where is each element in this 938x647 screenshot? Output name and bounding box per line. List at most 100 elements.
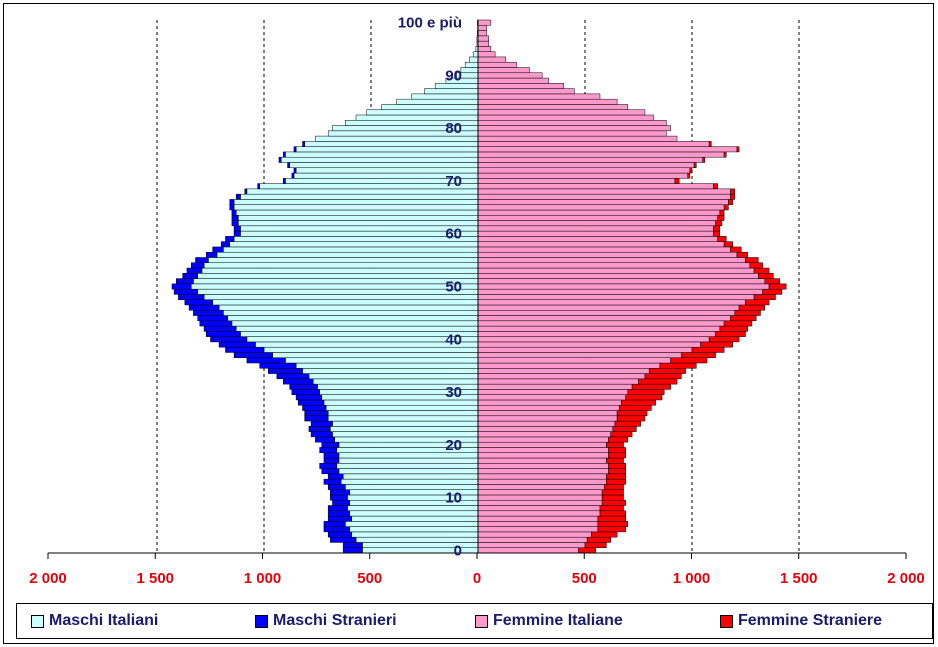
bar-femmine-italiane: [477, 109, 646, 116]
bar-maschi-italiani: [336, 463, 479, 469]
bar-maschi-italiani: [285, 151, 479, 158]
bar-maschi-italiani: [332, 420, 479, 427]
bar-maschi-italiani: [330, 426, 479, 432]
bar-maschi-stranieri: [231, 215, 239, 221]
bar-femmine-italiane: [477, 151, 725, 158]
bar-maschi-italiani: [246, 188, 479, 195]
bar-femmine-straniere: [608, 463, 626, 469]
bar-femmine-italiane: [477, 394, 626, 401]
bar-maschi-italiani: [381, 104, 479, 110]
bar-femmine-straniere: [713, 225, 721, 232]
bar-maschi-italiani: [295, 362, 479, 369]
bar-maschi-italiani: [197, 288, 479, 295]
bar-femmine-italiane: [477, 399, 622, 406]
x-tick-label: 1 000: [673, 570, 711, 587]
bar-femmine-italiane: [477, 188, 731, 195]
bar-femmine-straniere: [601, 494, 624, 501]
bar-femmine-italiane: [477, 67, 530, 74]
bar-femmine-italiane: [477, 420, 616, 427]
bar-maschi-stranieri: [342, 547, 363, 554]
bar-maschi-stranieri: [293, 167, 297, 174]
bar-maschi-italiani: [349, 526, 479, 533]
legend-item-maschi-italiani: Maschi Italiani: [31, 611, 158, 631]
bar-femmine-straniere: [591, 531, 618, 538]
bar-maschi-stranieri: [203, 325, 237, 332]
bar-maschi-italiani: [190, 283, 479, 290]
bar-maschi-stranieri: [287, 162, 290, 169]
bar-maschi-stranieri: [327, 473, 344, 480]
bar-maschi-stranieri: [225, 346, 265, 353]
bar-femmine-italiane: [477, 241, 725, 248]
legend-label-maschi-stranieri: Maschi Stranieri: [273, 612, 397, 629]
bar-maschi-stranieri: [293, 146, 297, 153]
bar-femmine-italiane: [477, 484, 605, 490]
bar-femmine-straniere: [713, 230, 721, 237]
bar-femmine-straniere: [719, 325, 748, 332]
bar-maschi-italiani: [193, 278, 479, 285]
bar-femmine-italiane: [477, 114, 654, 121]
bar-femmine-straniere: [681, 352, 716, 358]
bar-maschi-italiani: [235, 325, 479, 332]
x-tick-label: 0: [473, 570, 481, 587]
bar-maschi-italiani: [272, 352, 479, 358]
bar-femmine-italiane: [477, 77, 549, 84]
bar-femmine-italiane: [477, 120, 667, 126]
y-tick-label: 40: [445, 331, 462, 348]
bar-femmine-straniere: [597, 526, 626, 533]
bar-femmine-italiane: [477, 19, 492, 26]
y-tick-label: 50: [445, 279, 462, 296]
bar-femmine-italiane: [477, 478, 607, 485]
bar-femmine-italiane: [477, 209, 721, 216]
bar-femmine-straniere: [618, 404, 652, 411]
bar-femmine-italiane: [477, 294, 755, 300]
bar-maschi-stranieri: [315, 436, 335, 443]
legend-label-maschi-italiani: Maschi Italiani: [49, 612, 159, 629]
bar-maschi-stranieri: [323, 526, 350, 533]
bar-femmine-italiane: [477, 410, 618, 417]
bar-maschi-italiani: [289, 162, 479, 169]
bar-maschi-stranieri: [171, 283, 192, 290]
bar-femmine-straniere: [745, 257, 759, 264]
bar-maschi-italiani: [212, 299, 479, 306]
bar-maschi-stranieri: [259, 362, 297, 369]
legend-item-maschi-stranieri: Maschi Stranieri: [255, 611, 397, 631]
bar-femmine-italiane: [477, 35, 489, 42]
bar-femmine-straniere: [601, 489, 624, 496]
bar-femmine-straniere: [608, 436, 629, 443]
bar-maschi-stranieri: [229, 199, 235, 205]
bar-femmine-straniere: [659, 362, 697, 369]
bar-maschi-italiani: [240, 225, 479, 232]
bar-femmine-italiane: [477, 262, 751, 269]
bar-femmine-straniere: [608, 452, 626, 459]
legend-swatch-maschi-stranieri: [255, 614, 268, 628]
bar-femmine-straniere: [616, 415, 646, 422]
bar-maschi-stranieri: [233, 352, 273, 358]
bar-maschi-italiani: [203, 294, 479, 300]
bar-femmine-straniere: [670, 357, 708, 364]
bar-femmine-straniere: [627, 389, 665, 395]
bar-femmine-italiane: [477, 320, 725, 327]
bar-maschi-italiani: [240, 230, 479, 237]
bar-femmine-italiane: [477, 204, 725, 211]
bar-maschi-stranieri: [231, 209, 237, 216]
bar-maschi-stranieri: [302, 141, 305, 147]
bar-femmine-straniere: [734, 309, 761, 316]
bar-maschi-italiani: [231, 320, 479, 327]
bar-femmine-italiane: [477, 246, 731, 253]
bar-maschi-italiani: [280, 156, 479, 163]
bar-femmine-italiane: [477, 489, 603, 496]
bar-maschi-stranieri: [197, 315, 228, 322]
bar-femmine-italiane: [477, 352, 682, 358]
bar-femmine-italiane: [477, 146, 738, 153]
bar-maschi-stranieri: [283, 378, 314, 385]
bar-femmine-italiane: [477, 441, 607, 448]
bar-femmine-straniere: [717, 236, 727, 242]
bar-maschi-italiani: [345, 521, 479, 527]
bar-femmine-straniere: [578, 547, 596, 554]
bar-maschi-stranieri: [205, 331, 241, 337]
bar-femmine-straniere: [753, 294, 776, 300]
bar-maschi-italiani: [338, 457, 479, 464]
bar-maschi-stranieri: [342, 542, 363, 548]
bar-femmine-straniere: [597, 521, 629, 527]
y-tick-label: 80: [445, 120, 462, 137]
